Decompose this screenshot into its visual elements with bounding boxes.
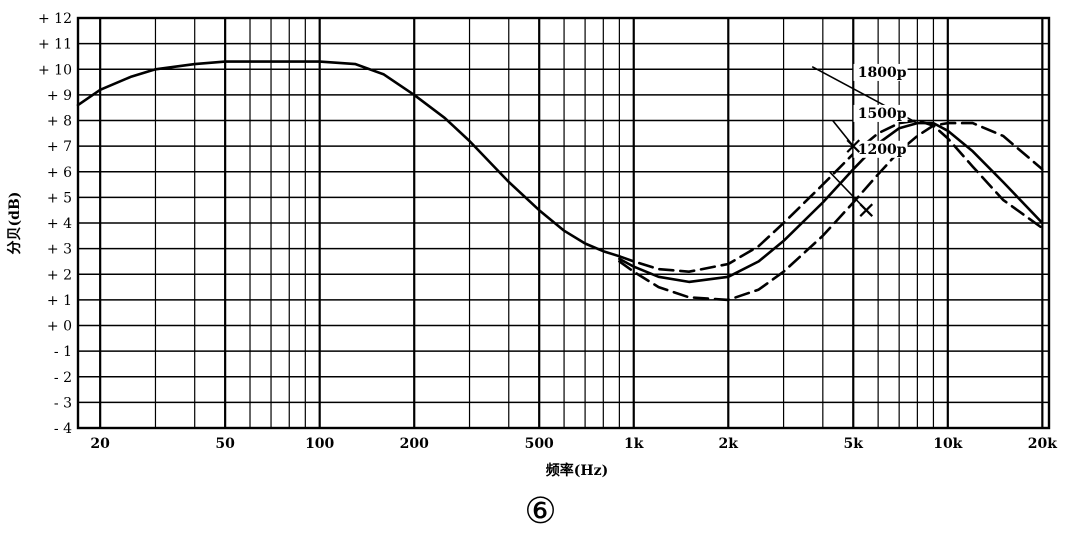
curve-label: 1200p — [858, 142, 907, 158]
grid — [76, 16, 1051, 430]
x-tick-label: 100 — [305, 436, 334, 452]
x-tick-label: 20k — [1028, 436, 1057, 452]
y-tick-label: + 2 — [47, 267, 72, 283]
series-layer — [76, 60, 1044, 302]
x-tick-label: 20 — [90, 436, 110, 452]
x-tick-labels: 20 50 100 200 500 1k 2k 5k 10k 20k — [90, 436, 1057, 452]
x-tick-label: 50 — [215, 436, 235, 452]
x-tick-label: 5k — [844, 436, 864, 452]
series-line-1200p — [618, 121, 1044, 302]
y-tick-label: + 1 — [47, 293, 72, 309]
y-tick-labels: + 12 + 11 + 10 + 9 + 8 + 7 + 6 + 5 + 4 + 3 + 2 + 1 +… — [38, 11, 72, 437]
series-line-common-0 — [76, 60, 621, 258]
y-tick-label: + 12 — [38, 11, 72, 27]
y-tick-label: + 11 — [38, 37, 72, 53]
y-tick-label: - 3 — [54, 395, 72, 411]
series-line-1800p — [618, 119, 1044, 273]
series-line-1500p — [618, 121, 1044, 284]
chart-svg: 1800p 1500p 1200p + 12 + 11 + 10 + 9 + 8 + 7 + 6… — [7, 11, 1057, 479]
y-tick-label: + 8 — [47, 114, 72, 130]
cross-marker — [859, 203, 874, 217]
curve-label-bg — [853, 104, 908, 122]
curve-label-bg — [853, 63, 908, 81]
y-tick-label: + 5 — [47, 190, 72, 206]
y-tick-label: - 1 — [54, 344, 72, 360]
x-axis-title: 频率(Hz) — [546, 462, 608, 479]
figure-number: ⑥ — [524, 491, 557, 532]
y-tick-label: + 0 — [47, 319, 72, 335]
x-tick-label: 10k — [933, 436, 962, 452]
y-tick-label: - 4 — [54, 421, 72, 437]
curve-label: 1800p — [858, 65, 907, 81]
x-tick-label: 1k — [624, 436, 644, 452]
y-tick-label: + 4 — [47, 216, 72, 232]
y-tick-label: + 7 — [47, 139, 72, 155]
y-tick-label: + 10 — [38, 62, 72, 78]
y-axis-title: 分贝(dB) — [7, 192, 23, 255]
label-leader-line — [828, 171, 867, 211]
x-tick-label: 2k — [719, 436, 739, 452]
curve-label-bg — [853, 140, 908, 158]
curve-label: 1500p — [858, 106, 907, 122]
y-tick-label: + 3 — [47, 242, 72, 258]
y-tick-label: - 2 — [54, 370, 72, 386]
x-tick-label: 500 — [525, 436, 554, 452]
cross-marker — [846, 139, 861, 153]
x-tick-label: 200 — [400, 436, 429, 452]
y-tick-label: + 6 — [47, 165, 72, 181]
plot-frame — [76, 16, 1051, 430]
y-tick-label: + 9 — [47, 88, 72, 104]
annotations: 1800p 1500p 1200p — [811, 63, 918, 217]
